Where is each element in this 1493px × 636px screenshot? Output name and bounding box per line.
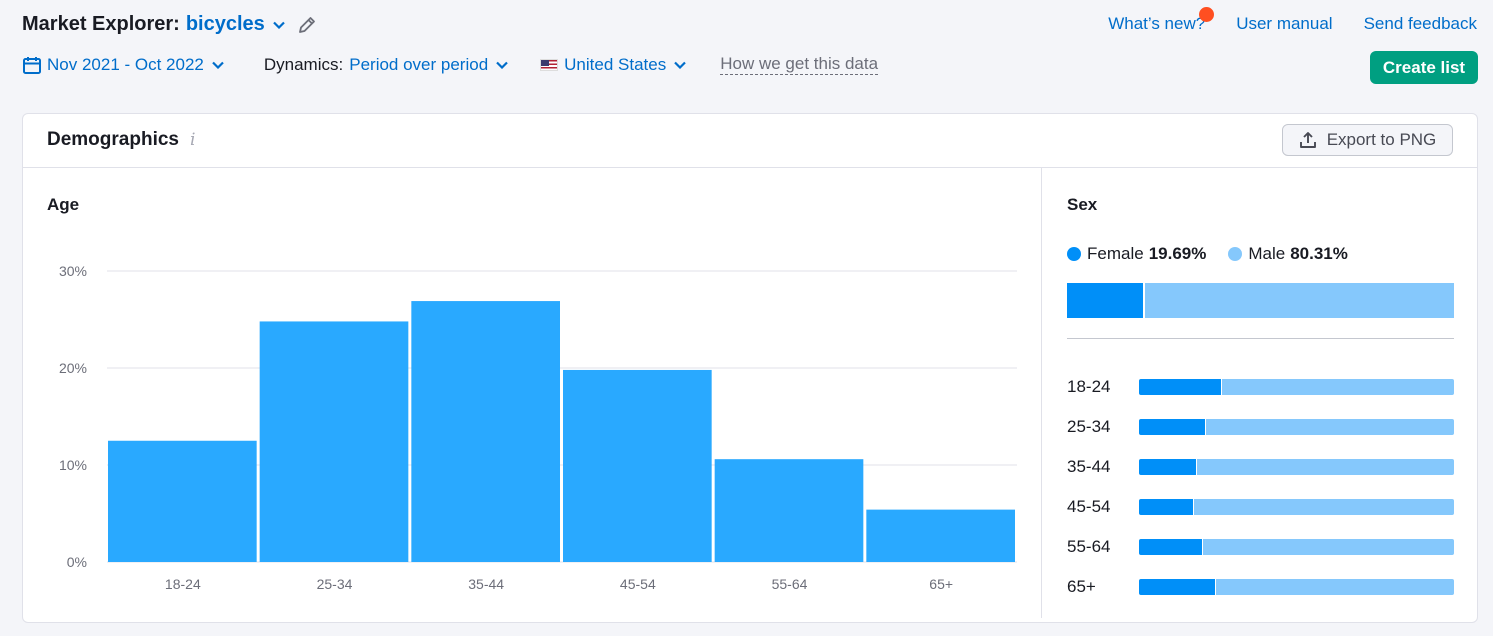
- send-feedback-link[interactable]: Send feedback: [1363, 14, 1477, 33]
- sex-age-label: 65+: [1067, 577, 1096, 596]
- chevron-down-icon[interactable]: [273, 21, 285, 29]
- calendar-icon: [23, 56, 41, 74]
- date-range-value: Nov 2021 - Oct 2022: [47, 54, 204, 74]
- x-tick-label: 35-44: [468, 576, 504, 592]
- dynamics-value: Period over period: [349, 54, 489, 74]
- country-selector[interactable]: United States: [540, 55, 686, 75]
- how-we-get-data-link[interactable]: How we get this data: [720, 54, 879, 75]
- age-chart: 0% 10% 20% 30% 18-24 25-34 35-44 45-54 55-64 65+: [59, 263, 1017, 592]
- y-tick-label: 20%: [59, 360, 87, 376]
- sex-by-age-list: 18-24 25-34 35-44 45-54 55-64 65+: [1067, 367, 1454, 607]
- card-title: Demographics i: [47, 129, 195, 151]
- male-value: 80.31%: [1290, 244, 1348, 263]
- sex-age-bar[interactable]: [1139, 579, 1454, 595]
- sex-total-bar: [1067, 283, 1454, 318]
- age-title: Age: [47, 195, 80, 214]
- top-bar: Market Explorer: bicycles What’s new? Us…: [0, 0, 1493, 96]
- x-tick-label: 18-24: [165, 576, 201, 592]
- y-tick-label: 10%: [59, 457, 87, 473]
- female-segment: [1139, 579, 1215, 595]
- page-title: Market Explorer: bicycles: [22, 13, 317, 36]
- sex-separator: [1067, 338, 1454, 339]
- sex-age-label: 45-54: [1067, 497, 1111, 516]
- dynamics-label: Dynamics:: [263, 54, 344, 74]
- title-prefix: Market Explorer:: [22, 13, 180, 35]
- sex-title: Sex: [1067, 195, 1098, 214]
- whats-new-label: What’s new?: [1108, 14, 1206, 33]
- sex-age-row: 65+: [1067, 567, 1454, 607]
- age-bar-35-44[interactable]: [411, 301, 560, 562]
- sex-age-bar[interactable]: [1139, 459, 1454, 475]
- legend-male: Male 80.31%: [1228, 244, 1348, 264]
- female-value: 19.69%: [1148, 244, 1207, 263]
- x-tick-label: 45-54: [620, 576, 656, 592]
- x-tick-label: 65+: [929, 576, 953, 592]
- sex-age-bar[interactable]: [1139, 419, 1454, 435]
- age-bar-55-64[interactable]: [714, 459, 864, 562]
- female-segment: [1139, 379, 1221, 395]
- female-segment: [1139, 499, 1193, 515]
- sex-age-row: 45-54: [1067, 487, 1454, 527]
- sex-age-label: 25-34: [1067, 417, 1111, 436]
- pencil-icon[interactable]: [297, 15, 317, 35]
- female-segment: [1139, 539, 1202, 555]
- country-value: United States: [564, 54, 667, 74]
- sex-age-row: 55-64: [1067, 527, 1454, 567]
- upload-icon: [1299, 132, 1316, 148]
- section-divider: [1041, 168, 1042, 618]
- whats-new-link[interactable]: What’s new?: [1108, 7, 1215, 34]
- sex-age-bar[interactable]: [1139, 539, 1454, 555]
- x-tick-label: 25-34: [317, 576, 353, 592]
- age-bar-25-34[interactable]: [259, 321, 409, 562]
- male-segment: [1202, 539, 1454, 555]
- us-flag-icon: [540, 58, 559, 71]
- sex-age-row: 35-44: [1067, 447, 1454, 487]
- keyword-selector[interactable]: bicycles: [185, 13, 265, 35]
- age-bar-65+[interactable]: [866, 509, 1015, 562]
- y-tick-label: 0%: [67, 554, 87, 570]
- filters-bar: Nov 2021 - Oct 2022 Dynamics: Period ove…: [22, 54, 879, 75]
- info-icon[interactable]: i: [189, 130, 196, 150]
- sex-age-row: 25-34: [1067, 407, 1454, 447]
- card-header: Demographics i Export to PNG: [23, 114, 1477, 168]
- female-share-bar: [1067, 283, 1144, 318]
- x-tick-label: 55-64: [772, 576, 808, 592]
- sex-age-row: 18-24: [1067, 367, 1454, 407]
- female-dot: [1067, 247, 1081, 261]
- male-share-bar: [1143, 283, 1454, 318]
- sex-age-bar[interactable]: [1139, 499, 1454, 515]
- sex-age-label: 35-44: [1067, 457, 1111, 476]
- male-segment: [1192, 499, 1454, 515]
- chevron-down-icon: [212, 61, 224, 69]
- male-segment: [1214, 579, 1454, 595]
- female-label: Female: [1087, 244, 1144, 263]
- export-png-button[interactable]: Export to PNG: [1282, 124, 1453, 156]
- chevron-down-icon: [496, 61, 508, 69]
- demographics-title: Demographics: [47, 129, 179, 150]
- male-segment: [1205, 419, 1454, 435]
- demographics-card: Demographics i Export to PNG Age 0% 10% 20…: [22, 113, 1478, 623]
- notification-dot: [1199, 7, 1215, 22]
- sex-age-label: 55-64: [1067, 537, 1111, 556]
- create-list-button[interactable]: Create list: [1370, 51, 1478, 84]
- female-segment: [1139, 459, 1196, 475]
- export-label: Export to PNG: [1326, 130, 1437, 149]
- legend-female: Female 19.69%: [1067, 244, 1206, 264]
- female-segment: [1139, 419, 1206, 435]
- male-segment: [1195, 459, 1454, 475]
- y-tick-label: 30%: [59, 263, 87, 279]
- male-dot: [1228, 247, 1243, 261]
- age-bar-45-54[interactable]: [563, 369, 712, 562]
- age-bar-18-24[interactable]: [108, 440, 257, 562]
- dynamics-selector[interactable]: Dynamics: Period over period: [264, 55, 508, 75]
- male-segment: [1220, 379, 1454, 395]
- user-manual-link[interactable]: User manual: [1236, 14, 1333, 33]
- top-links: What’s new? User manual Send feedback: [1108, 7, 1477, 34]
- male-label: Male: [1248, 244, 1286, 263]
- sex-legend: Female 19.69% Male 80.31%: [1067, 244, 1370, 264]
- sex-age-bar[interactable]: [1139, 379, 1454, 395]
- sex-age-label: 18-24: [1067, 377, 1111, 396]
- chevron-down-icon: [674, 61, 686, 69]
- date-range-selector[interactable]: Nov 2021 - Oct 2022: [22, 55, 224, 75]
